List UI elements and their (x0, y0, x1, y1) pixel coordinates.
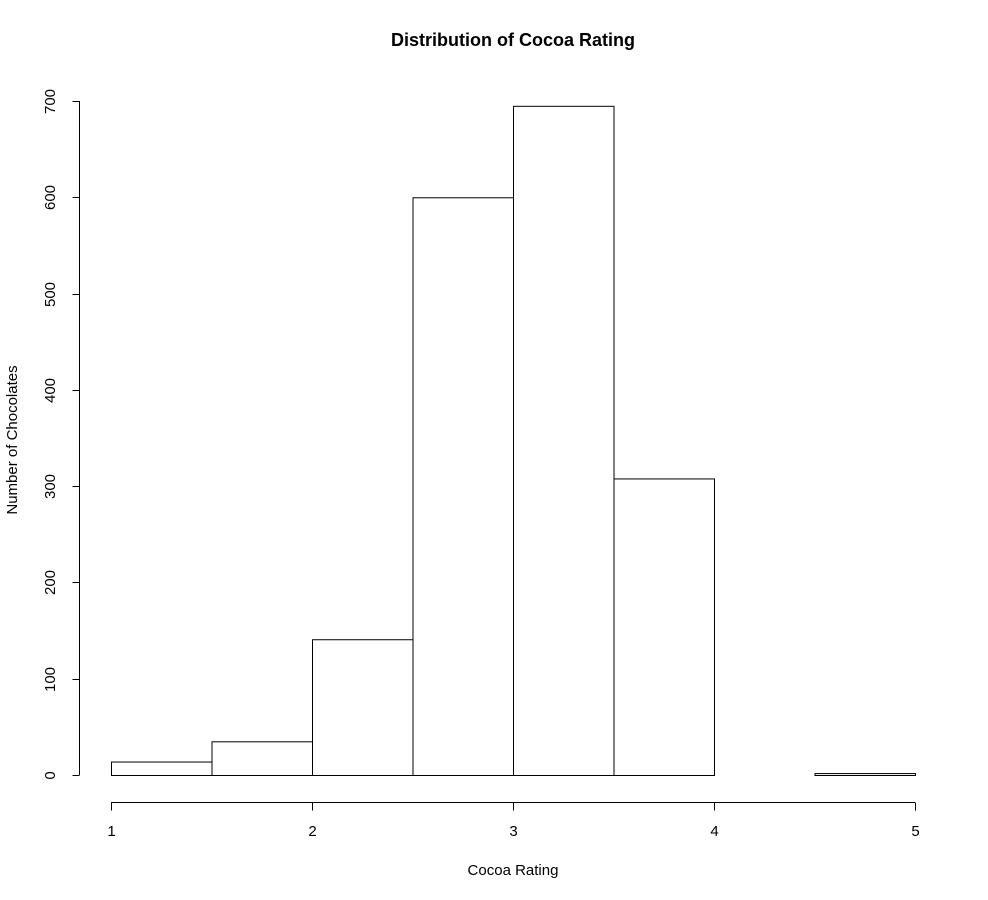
y-tick-label: 400 (42, 378, 59, 403)
x-tick-label: 5 (911, 823, 919, 840)
y-tick-label: 700 (42, 89, 59, 114)
x-tick-label: 1 (107, 823, 115, 840)
y-tick-label: 0 (42, 771, 59, 779)
histogram-bar-2 (211, 741, 313, 776)
x-tick-label: 3 (509, 823, 517, 840)
histogram-bar-8 (814, 773, 916, 776)
y-axis: 0 100 200 300 400 500 600 700 (42, 89, 80, 780)
y-tick-label: 200 (42, 570, 59, 595)
y-tick-label: 100 (42, 667, 59, 692)
x-axis-label: Cocoa Rating (468, 862, 559, 879)
histogram-bar-5 (513, 105, 615, 777)
histogram-bars (111, 105, 916, 777)
y-tick-label: 500 (42, 282, 59, 307)
histogram-bar-4 (412, 197, 514, 777)
y-axis-label: Number of Chocolates (4, 365, 21, 514)
histogram-bar-1 (111, 761, 213, 777)
y-tick-label: 300 (42, 474, 59, 499)
x-axis: 1 2 3 4 5 (107, 802, 920, 840)
x-tick-label: 2 (308, 823, 316, 840)
histogram-bar-6 (613, 478, 715, 776)
chart-title: Distribution of Cocoa Rating (391, 30, 635, 50)
histogram-bar-3 (312, 639, 414, 776)
x-tick-label: 4 (710, 823, 718, 840)
y-tick-label: 600 (42, 185, 59, 210)
